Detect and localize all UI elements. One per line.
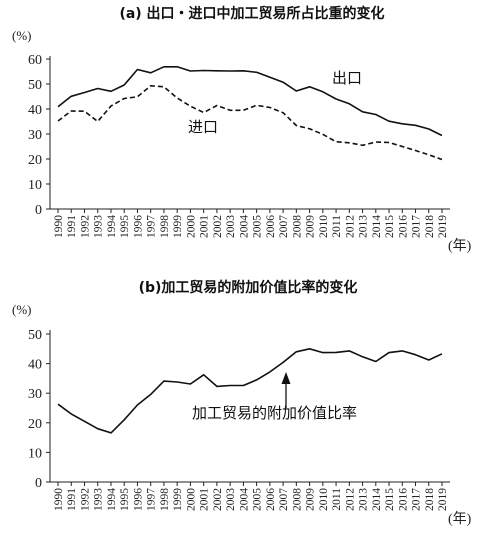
y-tick-label: 0 [35, 476, 42, 491]
y-tick-label: 20 [28, 417, 42, 432]
x-tick-label: 1994 [106, 215, 118, 238]
b-series-line-0 [57, 347, 443, 434]
y-tick-label: 10 [28, 446, 42, 461]
x-tick-label: 1992 [79, 488, 91, 511]
x-tick-label: 2011 [331, 215, 343, 238]
x-tick-label: 2002 [212, 488, 224, 511]
x-tick-label: 1991 [66, 488, 78, 511]
x-tick-label: 2010 [318, 215, 330, 238]
x-tick-label: 2008 [291, 215, 303, 238]
x-tick-label: 1991 [66, 215, 78, 238]
x-tick-label: 1992 [79, 215, 91, 238]
x-tick-label: 1997 [146, 488, 158, 511]
x-tick-label: 2009 [305, 215, 317, 238]
x-tick-label: 2016 [397, 215, 409, 238]
chart-a-title: (a) 出口・进口中加工贸易所占比重的变化 [119, 5, 384, 22]
x-tick-label: 2006 [265, 488, 277, 511]
y-tick-label: 50 [28, 328, 42, 343]
x-tick-label: 2013 [358, 215, 370, 238]
x-tick-label: 2019 [437, 488, 449, 511]
x-tick-label: 1990 [53, 215, 65, 238]
chart-b-y-unit: (%) [12, 302, 32, 317]
x-tick-label: 1997 [146, 215, 158, 238]
x-tick-label: 2019 [437, 215, 449, 238]
x-tick-label: 2016 [397, 488, 409, 511]
x-tick-label: 1998 [159, 488, 171, 511]
x-tick-label: 2005 [252, 215, 264, 238]
chart-a-x-unit: (年) [448, 238, 472, 254]
x-tick-label: 1993 [93, 488, 105, 511]
x-tick-label: 1998 [159, 215, 171, 238]
x-tick-label: 2000 [185, 215, 197, 238]
x-tick-label: 1996 [132, 215, 144, 238]
y-tick-label: 50 [28, 78, 42, 93]
x-tick-label: 1999 [172, 488, 184, 511]
x-tick-label: 2007 [278, 215, 290, 238]
y-tick-label: 30 [28, 387, 42, 402]
x-tick-label: 1999 [172, 215, 184, 238]
x-tick-label: 2014 [371, 215, 383, 238]
chart-a-label-import: 进口 [188, 118, 218, 136]
chart-b-annotation-arrowhead [281, 372, 291, 384]
x-tick-label: 2017 [411, 488, 423, 511]
y-tick-label: 20 [28, 153, 42, 168]
y-tick-label: 40 [28, 358, 42, 373]
chart-a-label-export: 出口 [332, 69, 362, 87]
x-tick-label: 2011 [331, 488, 343, 511]
x-tick-label: 2006 [265, 215, 277, 238]
x-tick-label: 1994 [106, 488, 118, 511]
x-tick-label: 2010 [318, 488, 330, 511]
x-tick-label: 1995 [119, 488, 131, 511]
x-tick-label: 2017 [411, 215, 423, 238]
x-tick-label: 1993 [93, 215, 105, 238]
x-tick-label: 2000 [185, 488, 197, 511]
a-series-line-1 [57, 85, 443, 161]
x-tick-label: 1996 [132, 488, 144, 511]
x-tick-label: 2003 [225, 488, 237, 511]
x-tick-label: 2014 [371, 488, 383, 511]
x-tick-label: 2007 [278, 488, 290, 511]
y-tick-label: 0 [35, 203, 42, 218]
x-tick-label: 2012 [344, 215, 356, 238]
x-tick-label: 2003 [225, 215, 237, 238]
chart-a-y-unit: (%) [12, 28, 32, 43]
x-tick-label: 1990 [53, 488, 65, 511]
x-tick-label: 2012 [344, 488, 356, 511]
x-tick-label: 2013 [358, 488, 370, 511]
x-tick-label: 2009 [305, 488, 317, 511]
x-tick-label: 2001 [199, 215, 211, 238]
x-tick-label: 2008 [291, 488, 303, 511]
y-tick-label: 60 [28, 53, 42, 68]
y-tick-label: 40 [28, 103, 42, 118]
x-tick-label: 2018 [424, 215, 436, 238]
a-series-line-0 [57, 66, 443, 137]
x-tick-label: 2018 [424, 488, 436, 511]
x-tick-label: 2015 [384, 488, 396, 511]
x-tick-label: 1995 [119, 215, 131, 238]
x-tick-label: 2015 [384, 215, 396, 238]
y-tick-label: 10 [28, 178, 42, 193]
chart-b-title: (b)加工贸易的附加价值比率的变化 [139, 279, 358, 296]
x-tick-label: 2005 [252, 488, 264, 511]
y-tick-label: 30 [28, 128, 42, 143]
chart-b-x-unit: (年) [448, 511, 472, 527]
chart-b-annotation: 加工贸易的附加价值比率 [192, 404, 357, 422]
x-tick-label: 2004 [238, 488, 250, 511]
x-tick-label: 2002 [212, 215, 224, 238]
x-tick-label: 2004 [238, 215, 250, 238]
x-tick-label: 2001 [199, 488, 211, 511]
chart-a: (a) 出口・进口中加工贸易所占比重的变化 (%) 0102030405060 … [12, 5, 472, 254]
